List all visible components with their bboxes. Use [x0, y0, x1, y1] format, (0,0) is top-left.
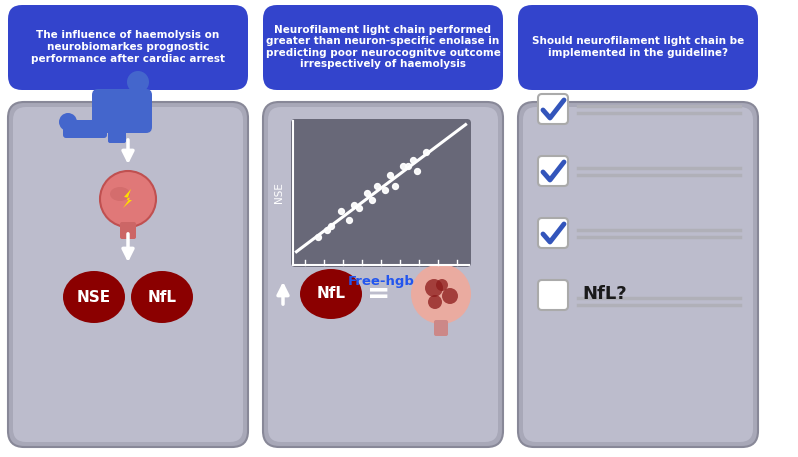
Point: [384, 171, 397, 179]
Circle shape: [436, 279, 448, 291]
Text: The influence of haemolysis on
neurobiomarkes prognostic
performance after cardi: The influence of haemolysis on neurobiom…: [31, 31, 225, 64]
Circle shape: [425, 279, 443, 297]
Point: [397, 163, 409, 170]
FancyBboxPatch shape: [434, 320, 448, 336]
Circle shape: [428, 295, 442, 309]
Text: NSE: NSE: [77, 289, 111, 304]
Ellipse shape: [300, 269, 362, 319]
Circle shape: [59, 113, 77, 131]
Ellipse shape: [63, 271, 125, 323]
Text: NfL: NfL: [317, 287, 346, 302]
FancyBboxPatch shape: [268, 107, 498, 442]
FancyBboxPatch shape: [523, 107, 753, 442]
FancyBboxPatch shape: [13, 107, 243, 442]
Point: [401, 163, 414, 170]
Point: [365, 197, 378, 204]
FancyBboxPatch shape: [538, 280, 568, 310]
FancyBboxPatch shape: [92, 89, 152, 133]
Point: [407, 157, 420, 164]
Point: [321, 226, 334, 234]
FancyBboxPatch shape: [518, 5, 758, 90]
FancyBboxPatch shape: [518, 102, 758, 447]
Point: [311, 234, 324, 241]
Circle shape: [100, 171, 156, 227]
Polygon shape: [123, 189, 132, 208]
Point: [324, 222, 337, 229]
Ellipse shape: [110, 187, 130, 201]
FancyBboxPatch shape: [538, 156, 568, 186]
FancyBboxPatch shape: [291, 119, 471, 267]
Text: Neurofilament light chain performed
greater than neuron-specific enolase in
pred: Neurofilament light chain performed grea…: [266, 25, 500, 69]
Point: [371, 182, 384, 189]
Point: [378, 186, 391, 194]
FancyBboxPatch shape: [8, 102, 248, 447]
Text: =: =: [367, 280, 391, 308]
Circle shape: [127, 71, 149, 93]
Text: Free-hgb: Free-hgb: [348, 275, 414, 287]
Point: [335, 207, 348, 214]
Text: NfL: NfL: [148, 289, 176, 304]
Point: [411, 167, 424, 175]
FancyBboxPatch shape: [263, 5, 503, 90]
FancyBboxPatch shape: [63, 120, 107, 138]
Circle shape: [411, 264, 471, 324]
FancyBboxPatch shape: [538, 218, 568, 248]
Point: [360, 189, 373, 197]
FancyBboxPatch shape: [263, 102, 503, 447]
Point: [389, 182, 401, 189]
FancyBboxPatch shape: [538, 94, 568, 124]
FancyBboxPatch shape: [108, 121, 126, 143]
Text: NSE: NSE: [274, 182, 284, 203]
FancyBboxPatch shape: [120, 222, 136, 239]
Point: [420, 148, 433, 155]
Text: NfL?: NfL?: [582, 285, 626, 303]
Point: [348, 201, 361, 208]
FancyBboxPatch shape: [8, 5, 248, 90]
Circle shape: [442, 288, 458, 304]
Point: [342, 216, 355, 223]
Point: [353, 204, 365, 212]
Text: Should neurofilament light chain be
implemented in the guideline?: Should neurofilament light chain be impl…: [532, 36, 744, 58]
Ellipse shape: [131, 271, 193, 323]
